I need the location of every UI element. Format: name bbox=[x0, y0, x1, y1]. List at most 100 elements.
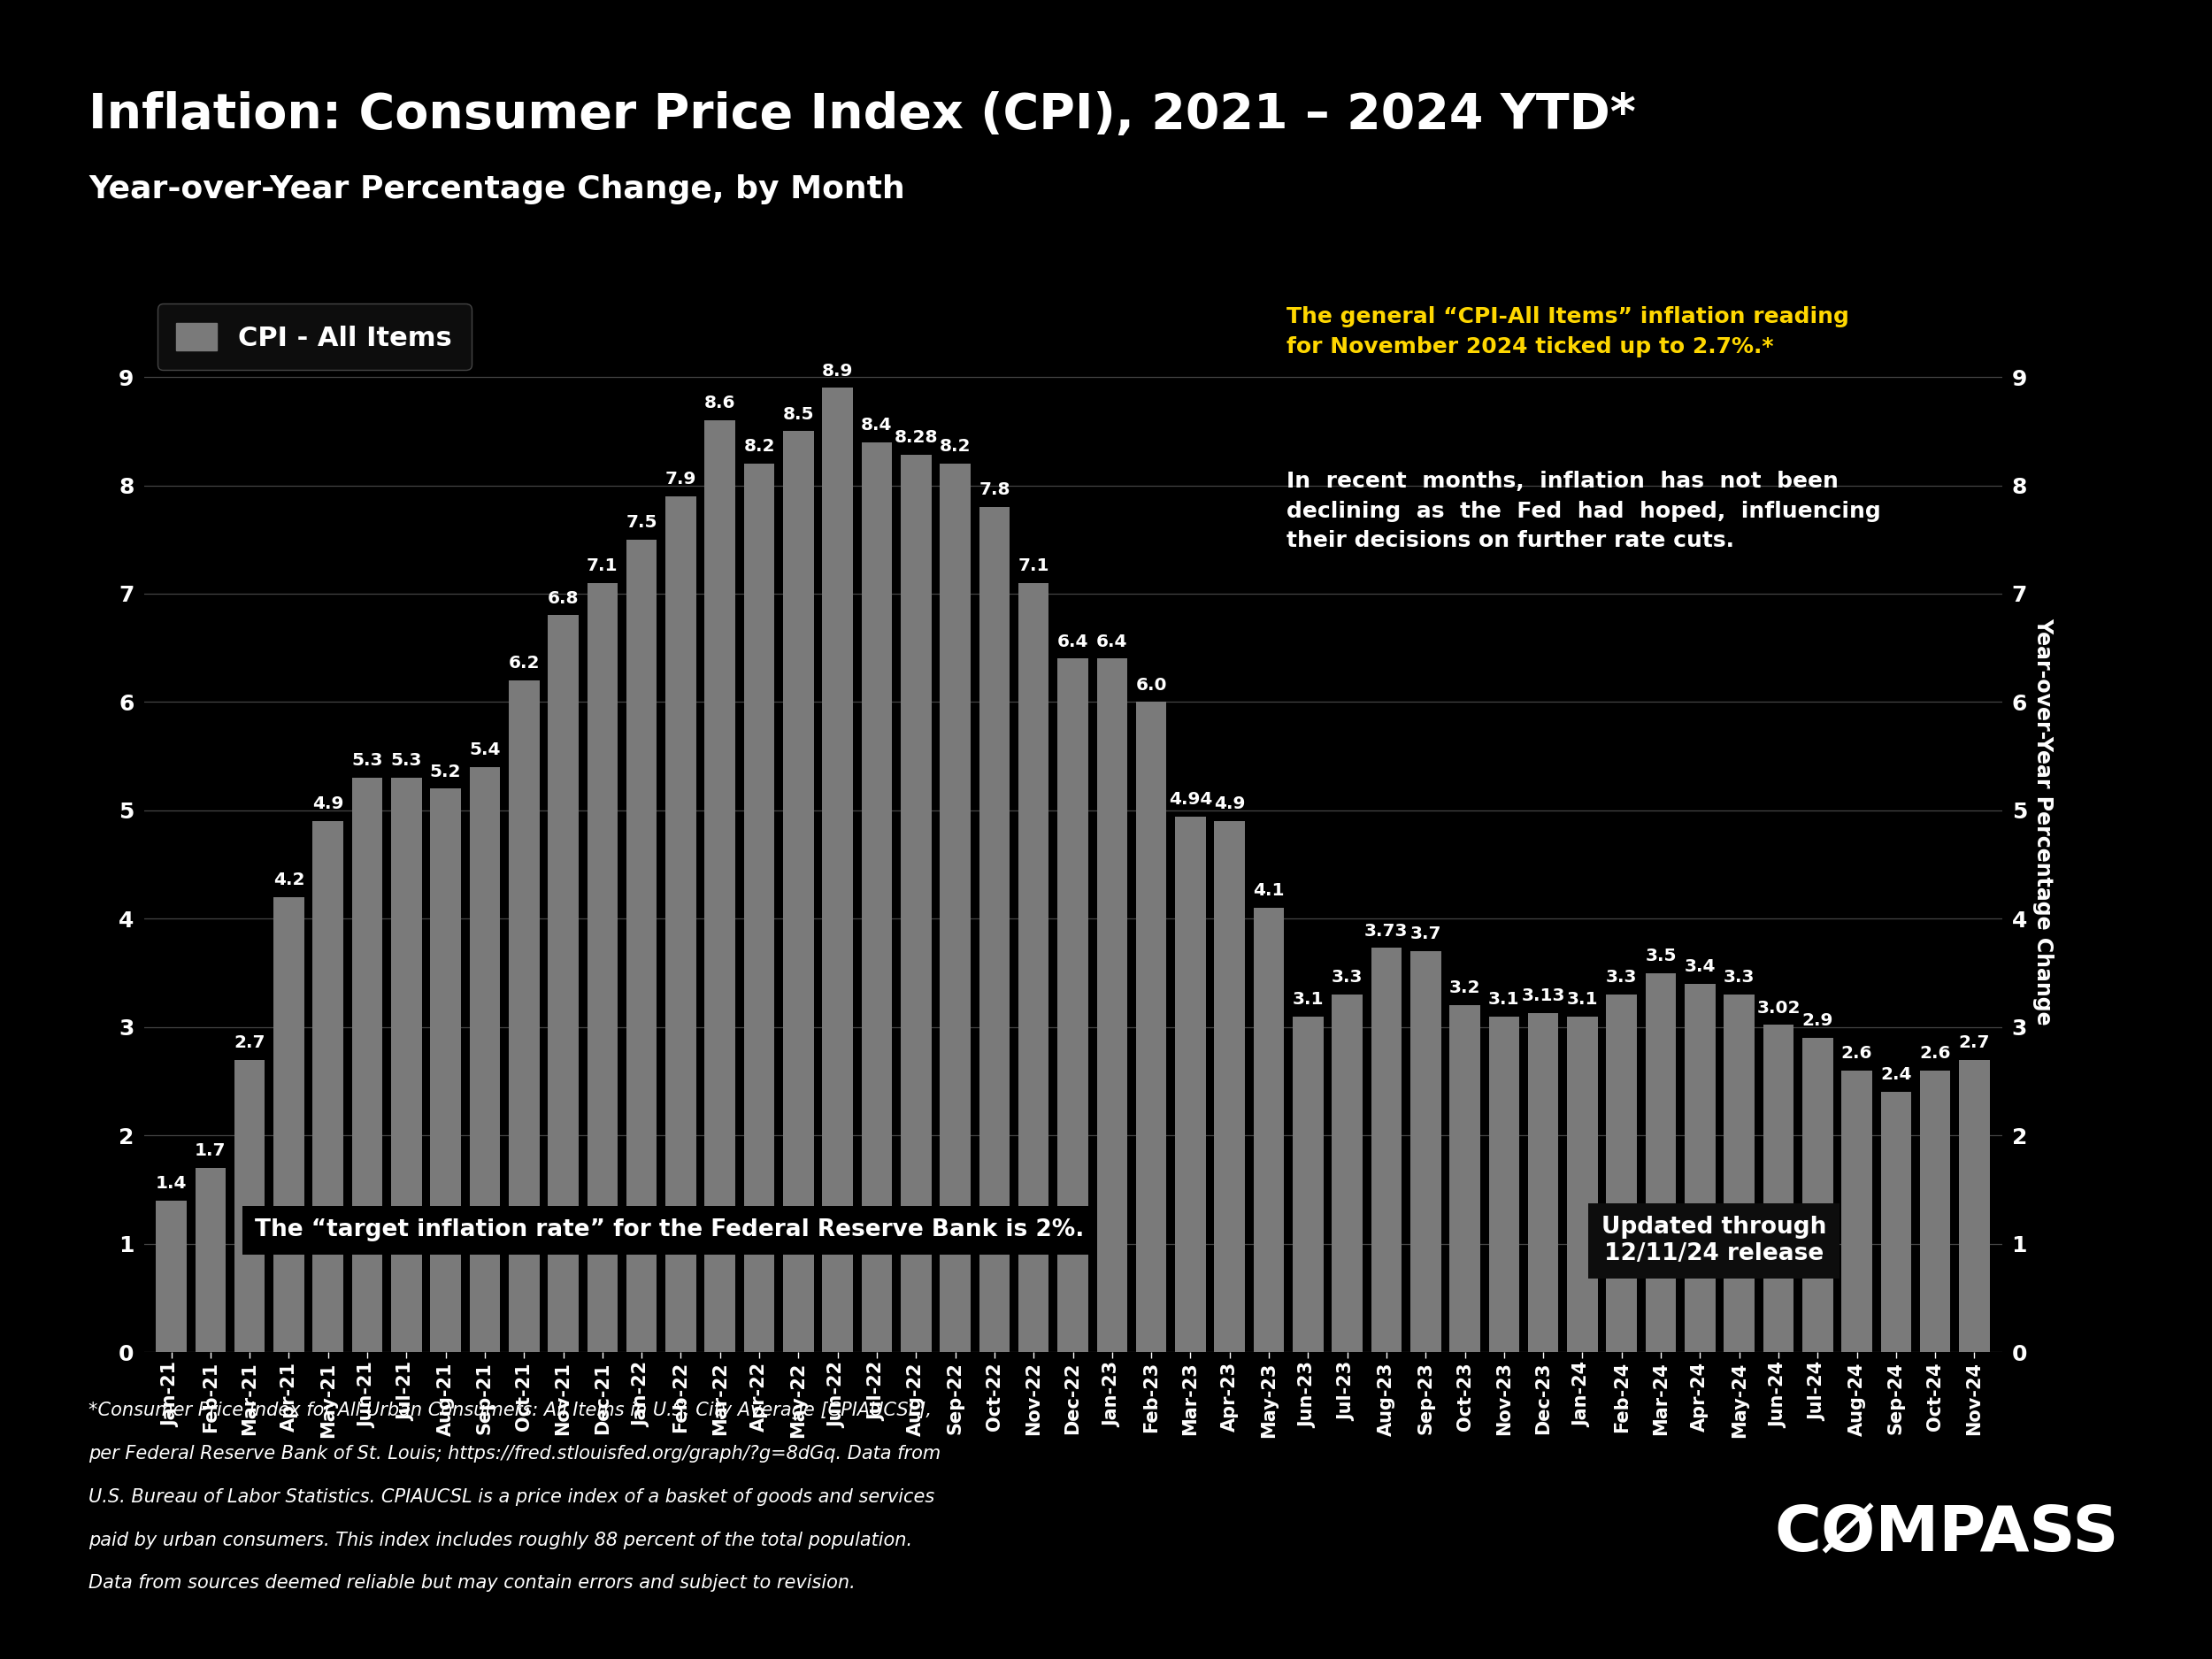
Text: 4.2: 4.2 bbox=[272, 871, 305, 888]
Y-axis label: Year-over-Year Percentage Change: Year-over-Year Percentage Change bbox=[2033, 617, 2055, 1025]
Text: 2.7: 2.7 bbox=[234, 1034, 265, 1050]
Text: 3.3: 3.3 bbox=[1332, 969, 1363, 985]
Bar bbox=[234, 1060, 265, 1352]
Text: per Federal Reserve Bank of St. Louis; https://fred.stlouisfed.org/graph/?g=8dGq: per Federal Reserve Bank of St. Louis; h… bbox=[88, 1445, 940, 1463]
Bar bbox=[431, 788, 460, 1352]
Text: CØMPASS: CØMPASS bbox=[1774, 1505, 2119, 1564]
Text: 8.2: 8.2 bbox=[743, 438, 774, 455]
Bar bbox=[1489, 1017, 1520, 1352]
Bar bbox=[706, 420, 734, 1352]
Bar bbox=[1292, 1017, 1323, 1352]
Bar bbox=[1843, 1070, 1871, 1352]
Bar bbox=[900, 455, 931, 1352]
Text: 7.1: 7.1 bbox=[1018, 557, 1048, 574]
Bar bbox=[155, 1201, 186, 1352]
Bar bbox=[1803, 1039, 1834, 1352]
Text: Inflation: Consumer Price Index (CPI), 2021 – 2024 YTD*: Inflation: Consumer Price Index (CPI), 2… bbox=[88, 91, 1637, 139]
Text: 3.5: 3.5 bbox=[1646, 947, 1677, 964]
Bar bbox=[783, 431, 814, 1352]
Text: 6.0: 6.0 bbox=[1135, 677, 1168, 693]
Text: 3.4: 3.4 bbox=[1683, 959, 1717, 975]
Text: 5.3: 5.3 bbox=[392, 753, 422, 770]
Bar bbox=[1606, 994, 1637, 1352]
Bar bbox=[823, 388, 854, 1352]
Bar bbox=[1214, 821, 1245, 1352]
Text: Data from sources deemed reliable but may contain errors and subject to revision: Data from sources deemed reliable but ma… bbox=[88, 1574, 856, 1593]
Text: Updated through
12/11/24 release: Updated through 12/11/24 release bbox=[1601, 1216, 1827, 1266]
Text: 5.3: 5.3 bbox=[352, 753, 383, 770]
Bar bbox=[352, 778, 383, 1352]
Text: 3.3: 3.3 bbox=[1606, 969, 1637, 985]
Legend: CPI - All Items: CPI - All Items bbox=[157, 304, 471, 370]
Text: 6.4: 6.4 bbox=[1097, 634, 1128, 650]
Bar bbox=[549, 615, 580, 1352]
Text: 3.1: 3.1 bbox=[1292, 990, 1323, 1007]
Text: 2.6: 2.6 bbox=[1840, 1045, 1874, 1062]
Text: The general “CPI-All Items” inflation reading
for November 2024 ticked up to 2.7: The general “CPI-All Items” inflation re… bbox=[1287, 307, 1849, 357]
Text: 3.73: 3.73 bbox=[1365, 922, 1409, 939]
Bar bbox=[940, 463, 971, 1352]
Text: 3.13: 3.13 bbox=[1522, 987, 1566, 1004]
Text: *Consumer Price Index for All Urban Consumers: All Items in U.S. City Average [C: *Consumer Price Index for All Urban Cons… bbox=[88, 1402, 931, 1420]
Text: 2.9: 2.9 bbox=[1803, 1012, 1834, 1029]
Bar bbox=[1880, 1092, 1911, 1352]
Text: 6.2: 6.2 bbox=[509, 655, 540, 672]
Bar bbox=[1566, 1017, 1597, 1352]
Text: 3.02: 3.02 bbox=[1756, 999, 1801, 1017]
Bar bbox=[1646, 972, 1677, 1352]
Text: U.S. Bureau of Labor Statistics. CPIAUCSL is a price index of a basket of goods : U.S. Bureau of Labor Statistics. CPIAUCS… bbox=[88, 1488, 936, 1506]
Text: 8.4: 8.4 bbox=[860, 416, 891, 433]
Bar bbox=[1332, 994, 1363, 1352]
Bar bbox=[1528, 1014, 1559, 1352]
Bar bbox=[1057, 659, 1088, 1352]
Bar bbox=[274, 898, 303, 1352]
Bar bbox=[1175, 816, 1206, 1352]
Bar bbox=[469, 766, 500, 1352]
Text: 3.3: 3.3 bbox=[1723, 969, 1754, 985]
Text: 5.4: 5.4 bbox=[469, 742, 500, 758]
Text: 4.94: 4.94 bbox=[1168, 791, 1212, 808]
Bar bbox=[1449, 1005, 1480, 1352]
Text: Year-over-Year Percentage Change, by Month: Year-over-Year Percentage Change, by Mon… bbox=[88, 174, 905, 204]
Text: 4.9: 4.9 bbox=[312, 796, 343, 813]
Bar bbox=[743, 463, 774, 1352]
Text: 8.28: 8.28 bbox=[894, 430, 938, 446]
Bar bbox=[1763, 1025, 1794, 1352]
Bar bbox=[666, 496, 697, 1352]
Text: 7.5: 7.5 bbox=[626, 514, 657, 531]
Text: 7.8: 7.8 bbox=[978, 481, 1011, 498]
Text: 4.1: 4.1 bbox=[1254, 883, 1285, 899]
Bar bbox=[392, 778, 422, 1352]
Bar bbox=[1960, 1060, 1991, 1352]
Bar bbox=[1411, 951, 1440, 1352]
Text: 8.6: 8.6 bbox=[703, 395, 737, 411]
Text: 7.1: 7.1 bbox=[586, 557, 617, 574]
Text: 6.8: 6.8 bbox=[549, 591, 580, 607]
Text: 3.7: 3.7 bbox=[1409, 926, 1442, 942]
Text: 3.2: 3.2 bbox=[1449, 980, 1480, 997]
Text: 8.9: 8.9 bbox=[823, 362, 854, 380]
Bar bbox=[509, 680, 540, 1352]
Text: 2.7: 2.7 bbox=[1958, 1034, 1991, 1050]
Bar bbox=[1254, 907, 1285, 1352]
Text: 3.1: 3.1 bbox=[1489, 990, 1520, 1007]
Bar bbox=[1920, 1070, 1951, 1352]
Text: 1.7: 1.7 bbox=[195, 1143, 226, 1160]
Text: paid by urban consumers. This index includes roughly 88 percent of the total pop: paid by urban consumers. This index incl… bbox=[88, 1531, 911, 1550]
Bar bbox=[1686, 984, 1714, 1352]
Bar bbox=[980, 508, 1009, 1352]
Text: 8.5: 8.5 bbox=[783, 406, 814, 423]
Text: 6.4: 6.4 bbox=[1057, 634, 1088, 650]
Text: 2.6: 2.6 bbox=[1920, 1045, 1951, 1062]
Bar bbox=[586, 582, 617, 1352]
Text: 2.4: 2.4 bbox=[1880, 1067, 1911, 1083]
Text: 1.4: 1.4 bbox=[155, 1175, 188, 1191]
Bar bbox=[1137, 702, 1166, 1352]
Bar bbox=[1723, 994, 1754, 1352]
Bar bbox=[626, 539, 657, 1352]
Text: 7.9: 7.9 bbox=[666, 471, 697, 488]
Text: 4.9: 4.9 bbox=[1214, 796, 1245, 813]
Bar bbox=[860, 441, 891, 1352]
Text: 8.2: 8.2 bbox=[940, 438, 971, 455]
Text: The “target inflation rate” for the Federal Reserve Bank is 2%.: The “target inflation rate” for the Fede… bbox=[254, 1218, 1084, 1241]
